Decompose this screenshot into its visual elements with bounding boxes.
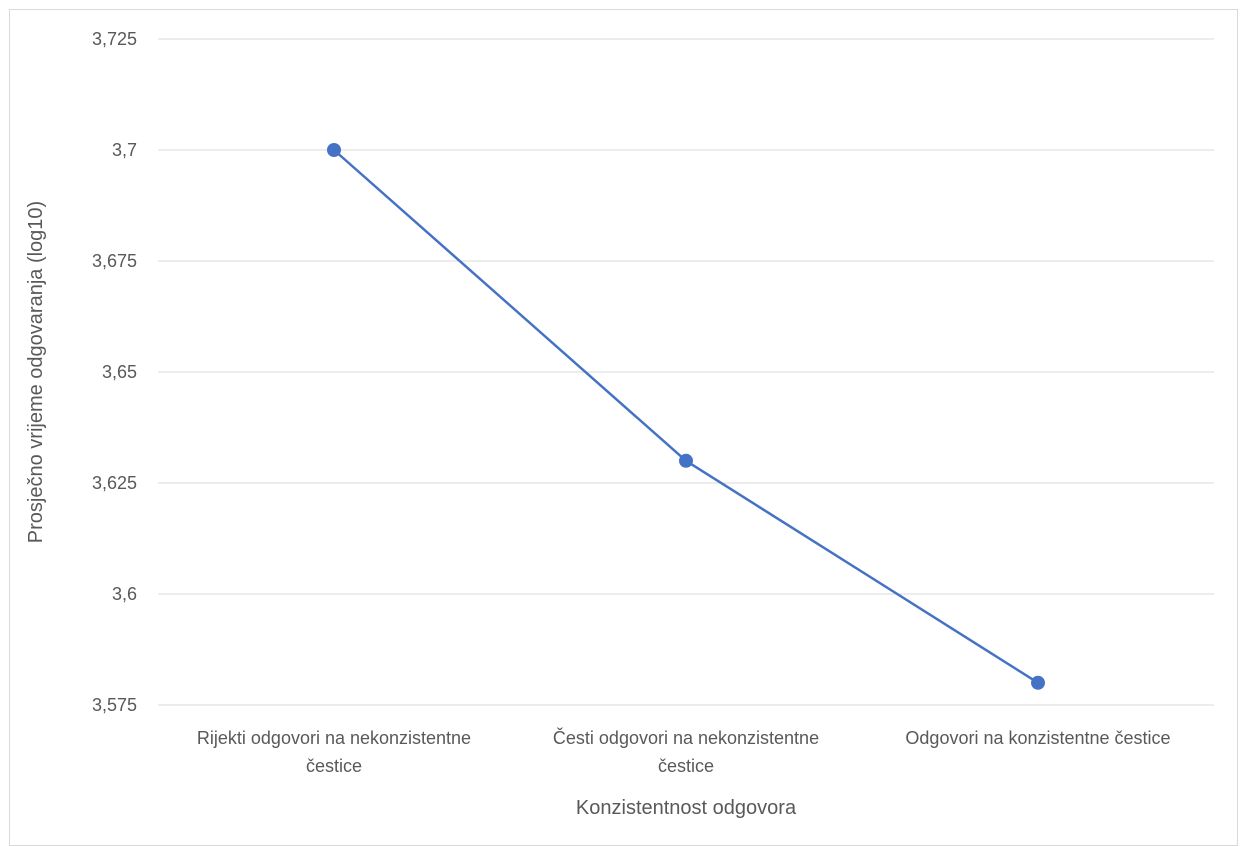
y-axis-title: Prosječno vrijeme odgovaranja (log10) <box>25 201 47 543</box>
x-axis-title: Konzistentnost odgovora <box>576 797 797 819</box>
y-tick-label: 3,575 <box>92 695 137 715</box>
data-point <box>327 143 341 157</box>
x-category-label-line: čestice <box>306 756 362 776</box>
chart-border <box>9 9 1238 846</box>
y-tick-label: 3,65 <box>102 362 137 382</box>
series-line <box>332 148 1040 685</box>
x-category-label-line: čestice <box>658 756 714 776</box>
x-category-label-line: Odgovori na konzistentne čestice <box>905 728 1170 748</box>
data-point <box>1031 675 1045 690</box>
y-tick-label: 3,725 <box>92 29 137 49</box>
x-category-label: Odgovori na konzistentne čestice <box>905 728 1170 748</box>
x-category-labels: Rijekti odgovori na nekonzistentne čestic… <box>197 727 1171 776</box>
y-tick-labels: 3,575 3,6 3,625 3,65 3,675 3,7 3,725 <box>92 29 137 715</box>
x-category-label: Rijekti odgovori na nekonzistentne čestic… <box>197 728 471 776</box>
y-tick-label: 3,6 <box>112 584 137 604</box>
data-point <box>679 453 693 468</box>
x-category-label-line: Rijekti odgovori na nekonzistentne <box>197 728 471 748</box>
series-layer <box>327 143 1045 690</box>
y-tick-label: 3,7 <box>112 140 137 160</box>
gridlines <box>158 38 1214 706</box>
x-category-label: Česti odgovori na nekonzistentne čestice <box>553 727 819 776</box>
y-tick-label: 3,625 <box>92 473 137 493</box>
x-category-label-line: Česti odgovori na nekonzistentne <box>553 727 819 748</box>
y-tick-label: 3,675 <box>92 251 137 271</box>
